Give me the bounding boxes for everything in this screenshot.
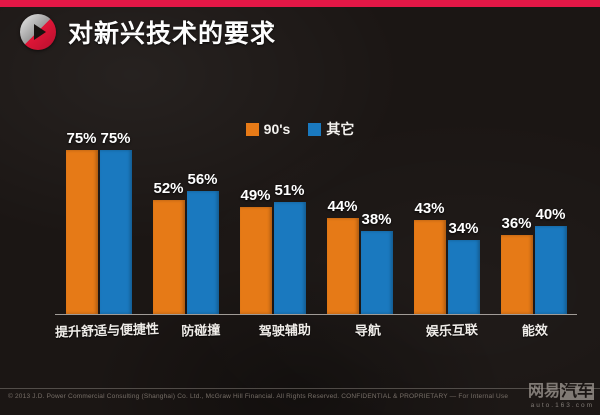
bar-90s: 44% xyxy=(326,198,359,314)
watermark: 网易汽车 auto.163.com xyxy=(528,383,594,409)
bar-group: 75% 75% xyxy=(55,130,142,314)
bar-90s: 52% xyxy=(152,180,185,314)
bar-90s: 49% xyxy=(239,187,272,314)
legend-label-90s: 90's xyxy=(263,121,291,137)
copyright-text: © 2013 J.D. Power Commercial Consulting … xyxy=(8,393,509,400)
bar-90s: 75% xyxy=(65,130,98,314)
watermark-url: auto.163.com xyxy=(530,402,594,409)
bar-value-label: 52% xyxy=(153,180,184,197)
watermark-brand-suffix: 汽车 xyxy=(559,383,594,400)
bar-90s: 36% xyxy=(500,215,533,314)
bar-group: 49% 51% xyxy=(229,140,316,314)
bar-group: 44% 38% xyxy=(316,140,403,314)
header: 对新兴技术的要求 xyxy=(20,14,276,50)
legend-item-other: 其它 xyxy=(308,119,354,139)
category-label: 防碰撞 xyxy=(181,322,221,339)
footer-divider xyxy=(0,388,600,389)
page-title: 对新兴技术的要求 xyxy=(68,20,277,48)
bar-value-label: 56% xyxy=(187,171,218,188)
category-label: 娱乐互联 xyxy=(425,322,478,339)
bar-value-label: 40% xyxy=(535,206,566,223)
watermark-brand: 网易汽车 xyxy=(528,383,594,400)
bar-value-label: 44% xyxy=(327,198,358,215)
category-label: 提升舒适与便捷性 xyxy=(54,321,160,340)
category-label: 驾驶辅助 xyxy=(258,322,311,339)
bar-90s: 43% xyxy=(413,200,446,314)
bar-group: 52% 56% xyxy=(142,140,229,314)
bars-row: 75% 75% 52% 56% 49% 51% 44% 38% 43% 34% 36% 40% xyxy=(55,130,577,314)
legend-item-90s: 90's xyxy=(245,119,291,139)
chart-legend: 90's 其它 xyxy=(0,119,600,139)
bar-other: 38% xyxy=(360,211,393,314)
bar-other: 51% xyxy=(273,182,306,314)
bar-value-label: 34% xyxy=(448,220,479,237)
bar-group: 36% 40% xyxy=(490,140,577,314)
bar-value-label: 75% xyxy=(100,130,131,147)
legend-swatch-other xyxy=(308,122,322,136)
legend-swatch-90s xyxy=(245,122,259,136)
bar-group: 43% 34% xyxy=(403,140,490,314)
category-label: 能效 xyxy=(521,322,549,339)
bar-value-label: 36% xyxy=(501,215,532,232)
bar-other: 56% xyxy=(186,171,219,314)
top-accent-bar xyxy=(0,0,600,7)
legend-label-other: 其它 xyxy=(326,121,355,137)
bar-value-label: 51% xyxy=(274,182,305,199)
bar-other: 34% xyxy=(447,220,480,314)
watermark-brand-prefix: 网易 xyxy=(527,383,560,400)
play-logo-icon xyxy=(20,14,56,50)
bar-value-label: 75% xyxy=(66,130,97,147)
bar-other: 40% xyxy=(534,206,567,314)
category-label: 导航 xyxy=(354,322,382,339)
plot-area: 75% 75% 52% 56% 49% 51% 44% 38% 43% 34% 36% 40% xyxy=(55,130,577,315)
category-row: 提升舒适与便捷性 防碰撞 驾驶辅助 导航 娱乐互联 能效 xyxy=(54,320,577,340)
bar-value-label: 38% xyxy=(361,211,392,228)
bar-value-label: 49% xyxy=(240,187,271,204)
bar-value-label: 43% xyxy=(414,200,445,217)
bar-other: 75% xyxy=(99,130,132,314)
